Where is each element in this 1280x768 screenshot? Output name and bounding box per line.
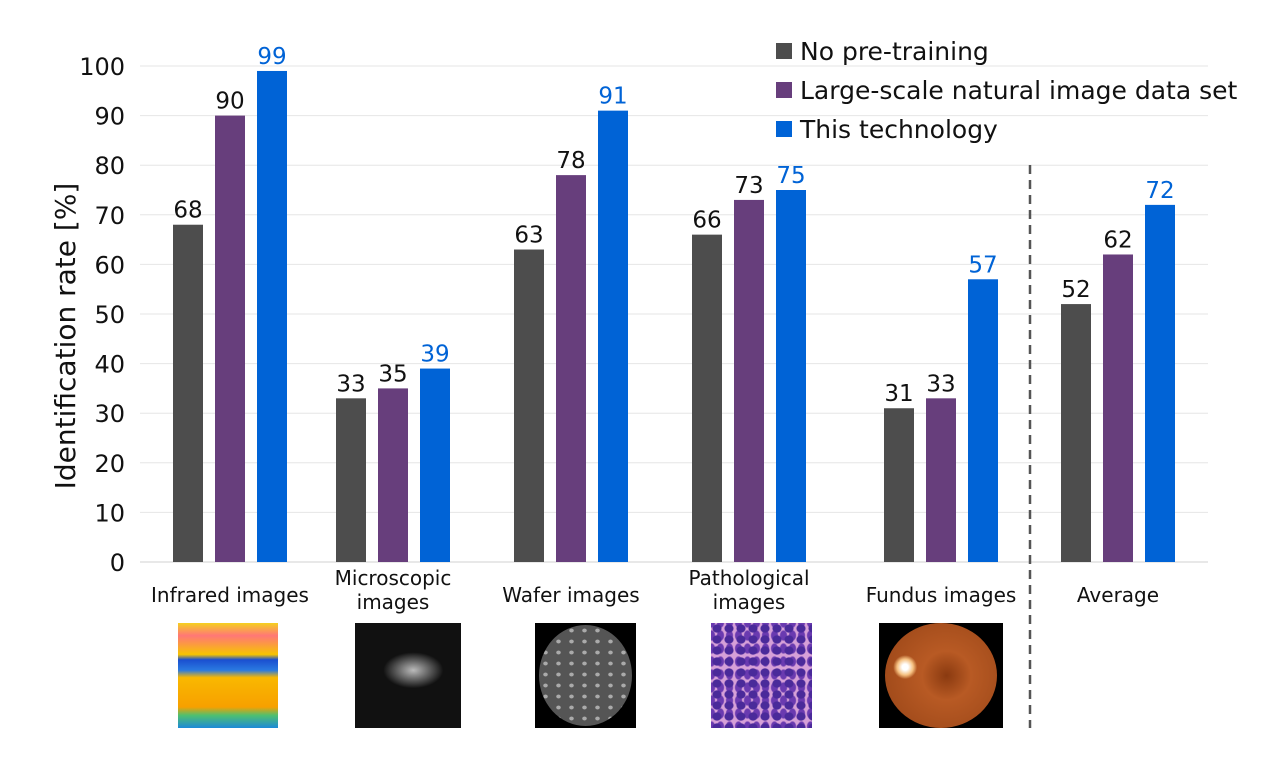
bar bbox=[215, 115, 245, 562]
legend-label: Large-scale natural image data set bbox=[800, 76, 1238, 105]
x-tick-label: Average bbox=[1077, 583, 1159, 607]
x-tick-label: images bbox=[713, 590, 786, 614]
bar bbox=[336, 398, 366, 562]
bar bbox=[598, 110, 628, 562]
y-tick-label: 90 bbox=[94, 103, 125, 131]
infrared-image bbox=[178, 623, 278, 728]
data-label: 72 bbox=[1145, 178, 1174, 204]
bar bbox=[514, 249, 544, 562]
data-label: 78 bbox=[556, 148, 585, 174]
bar bbox=[1145, 204, 1175, 562]
bar bbox=[692, 234, 722, 562]
data-label: 62 bbox=[1103, 227, 1132, 253]
y-tick-label: 50 bbox=[94, 301, 125, 329]
data-label: 33 bbox=[336, 371, 365, 397]
y-tick-label: 60 bbox=[94, 251, 125, 279]
x-tick-label: images bbox=[357, 590, 430, 614]
bar bbox=[257, 70, 287, 563]
y-tick-label: 80 bbox=[94, 152, 125, 180]
y-tick-label: 0 bbox=[110, 549, 125, 577]
bar bbox=[1103, 254, 1133, 563]
y-tick-label: 100 bbox=[79, 53, 125, 81]
x-tick-label: Fundus images bbox=[866, 583, 1017, 607]
x-tick-label: Wafer images bbox=[502, 583, 639, 607]
wafer-image bbox=[535, 623, 636, 728]
data-label: 91 bbox=[598, 84, 627, 110]
y-tick-label: 20 bbox=[94, 450, 125, 478]
data-label: 31 bbox=[884, 381, 913, 407]
data-label: 90 bbox=[215, 89, 244, 115]
x-tick-label: Pathological bbox=[688, 566, 809, 590]
data-label: 99 bbox=[257, 44, 286, 70]
bar bbox=[968, 279, 998, 562]
data-label: 35 bbox=[378, 361, 407, 387]
legend-label: No pre-training bbox=[800, 37, 989, 66]
data-label: 52 bbox=[1061, 277, 1090, 303]
data-label: 66 bbox=[692, 208, 721, 234]
legend-swatch bbox=[776, 82, 792, 98]
bar bbox=[926, 398, 956, 562]
bar bbox=[776, 190, 806, 562]
y-tick-label: 30 bbox=[94, 400, 125, 428]
y-axis-label: Identification rate [%] bbox=[49, 183, 82, 490]
bar bbox=[173, 224, 203, 562]
pathological-image bbox=[711, 623, 812, 728]
y-tick-label: 40 bbox=[94, 351, 125, 379]
legend-label: This technology bbox=[799, 115, 998, 144]
x-tick-label: Microscopic bbox=[335, 566, 452, 590]
bar bbox=[556, 175, 586, 562]
data-label: 73 bbox=[734, 173, 763, 199]
data-label: 63 bbox=[514, 223, 543, 249]
bar bbox=[734, 199, 764, 563]
microscopic-image bbox=[355, 623, 461, 728]
bar bbox=[1061, 304, 1091, 562]
data-label: 68 bbox=[173, 198, 202, 224]
bar bbox=[378, 388, 408, 562]
bar bbox=[884, 408, 914, 562]
data-label: 39 bbox=[420, 342, 449, 368]
y-tick-label: 10 bbox=[94, 499, 125, 527]
legend-swatch bbox=[776, 121, 792, 137]
x-tick-label: Infrared images bbox=[151, 583, 309, 607]
y-tick-label: 70 bbox=[94, 202, 125, 230]
data-label: 75 bbox=[776, 163, 805, 189]
data-label: 33 bbox=[926, 371, 955, 397]
data-label: 57 bbox=[968, 252, 997, 278]
fundus-image bbox=[879, 623, 1003, 728]
bar bbox=[420, 368, 450, 562]
legend-swatch bbox=[776, 43, 792, 59]
